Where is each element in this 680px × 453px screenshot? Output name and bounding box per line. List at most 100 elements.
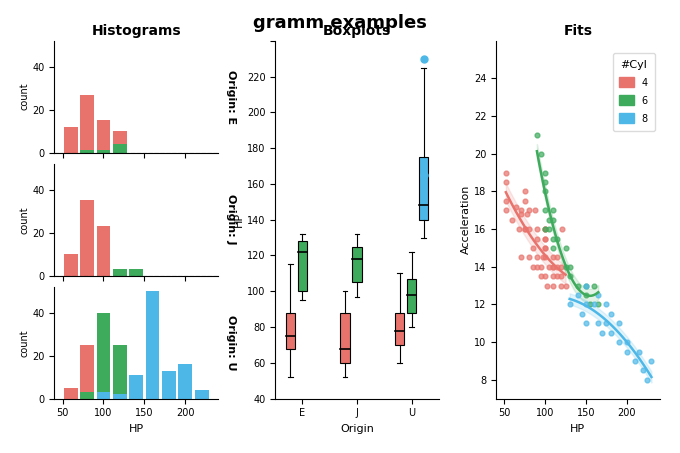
- Point: [522, 211, 532, 218]
- Point: [548, 273, 559, 280]
- Point: [524, 254, 534, 261]
- Point: [630, 357, 641, 365]
- FancyBboxPatch shape: [419, 157, 428, 220]
- Point: [589, 282, 600, 289]
- FancyBboxPatch shape: [395, 313, 404, 345]
- Point: [540, 244, 551, 251]
- Point: [581, 282, 592, 289]
- Text: Origin: E: Origin: E: [226, 70, 236, 124]
- Point: [500, 197, 511, 204]
- Text: Origin: J: Origin: J: [226, 194, 236, 245]
- Bar: [80, 150, 94, 153]
- Point: [532, 131, 543, 139]
- Bar: [97, 226, 110, 275]
- Point: [520, 197, 530, 204]
- Point: [513, 226, 524, 233]
- Bar: [129, 375, 143, 399]
- FancyBboxPatch shape: [407, 279, 416, 313]
- Point: [541, 282, 552, 289]
- Bar: [129, 392, 143, 399]
- Point: [500, 207, 511, 214]
- Point: [536, 150, 547, 157]
- Point: [548, 263, 559, 270]
- Point: [552, 273, 563, 280]
- Point: [500, 169, 511, 176]
- Bar: [113, 395, 126, 399]
- Y-axis label: count: count: [20, 83, 29, 111]
- Point: [540, 235, 551, 242]
- Point: [520, 226, 530, 233]
- Point: [638, 367, 649, 374]
- Bar: [97, 313, 110, 399]
- Point: [622, 338, 632, 346]
- Point: [577, 310, 588, 318]
- Point: [552, 263, 563, 270]
- Bar: [80, 345, 94, 399]
- Point: [544, 216, 555, 223]
- Point: [540, 207, 551, 214]
- Point: [560, 244, 571, 251]
- Point: [548, 282, 559, 289]
- Point: [552, 254, 563, 261]
- Title: Fits: Fits: [563, 24, 592, 38]
- X-axis label: HP: HP: [129, 424, 143, 434]
- Point: [557, 226, 568, 233]
- Y-axis label: HP: HP: [234, 212, 244, 227]
- Bar: [129, 269, 143, 275]
- Point: [536, 273, 547, 280]
- Bar: [97, 150, 110, 153]
- Point: [548, 207, 559, 214]
- Point: [548, 254, 559, 261]
- Point: [528, 244, 539, 251]
- Point: [515, 211, 526, 218]
- Legend: 4, 6, 8: 4, 6, 8: [613, 53, 655, 130]
- Point: [581, 291, 592, 299]
- Point: [540, 226, 551, 233]
- Point: [507, 216, 518, 223]
- Point: [524, 226, 534, 233]
- Point: [597, 329, 608, 336]
- Text: gramm examples: gramm examples: [253, 14, 427, 32]
- Point: [564, 273, 575, 280]
- Point: [556, 273, 567, 280]
- Point: [560, 282, 571, 289]
- Point: [520, 226, 530, 233]
- Point: [646, 357, 657, 365]
- Point: [552, 235, 563, 242]
- Point: [530, 207, 541, 214]
- Bar: [64, 254, 78, 275]
- Point: [540, 226, 551, 233]
- Point: [593, 301, 604, 308]
- Point: [515, 254, 526, 261]
- Point: [540, 188, 551, 195]
- Point: [540, 244, 551, 251]
- Point: [515, 207, 526, 214]
- Bar: [97, 120, 110, 153]
- Point: [537, 254, 548, 261]
- Point: [556, 263, 567, 270]
- Point: [593, 320, 604, 327]
- Text: Origin: U: Origin: U: [226, 315, 236, 371]
- Point: [511, 203, 522, 210]
- Point: [540, 226, 551, 233]
- Point: [581, 320, 592, 327]
- FancyBboxPatch shape: [341, 313, 350, 363]
- Point: [540, 273, 551, 280]
- Point: [528, 263, 539, 270]
- Point: [548, 235, 559, 242]
- Point: [585, 301, 596, 308]
- Bar: [178, 364, 192, 399]
- X-axis label: HP: HP: [571, 424, 585, 434]
- Point: [613, 320, 624, 327]
- Point: [573, 282, 583, 289]
- Point: [605, 329, 616, 336]
- Bar: [97, 323, 110, 399]
- FancyBboxPatch shape: [352, 246, 362, 282]
- Point: [540, 178, 551, 186]
- Bar: [194, 390, 209, 399]
- Point: [544, 263, 555, 270]
- Bar: [80, 200, 94, 275]
- Point: [589, 301, 600, 308]
- Bar: [113, 131, 126, 153]
- Bar: [64, 127, 78, 153]
